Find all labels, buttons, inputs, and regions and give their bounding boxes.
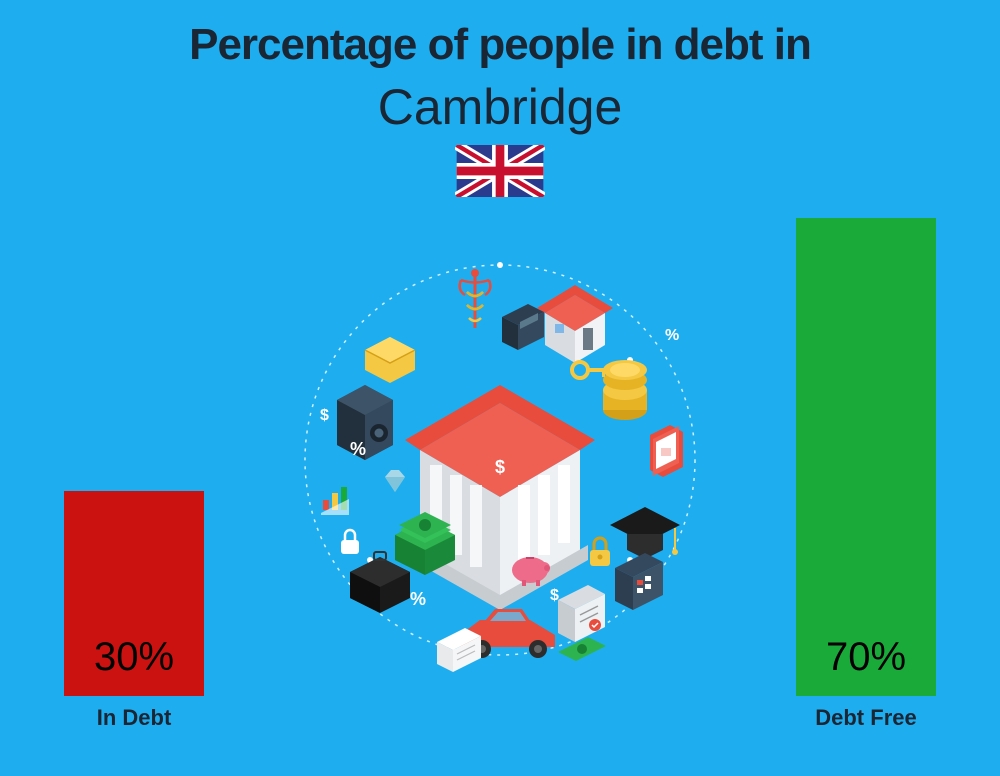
house-icon [537, 285, 613, 363]
cash-note-icon [558, 637, 606, 661]
bar-in-debt: 30% [64, 491, 204, 696]
percent-icon: % [350, 439, 366, 459]
bar-label-debt-free: Debt Free [796, 705, 936, 731]
title-line-1: Percentage of people in debt in [0, 20, 1000, 70]
key-icon [572, 362, 610, 378]
bar-rect-debt-free: 70% [796, 218, 936, 696]
diamond-icon [385, 470, 405, 492]
padlock-icon [590, 538, 610, 566]
percent-icon: % [665, 327, 679, 344]
bar-value-in-debt: 30% [64, 635, 204, 680]
mini-chart-icon [321, 487, 349, 515]
bar-label-in-debt: In Debt [64, 705, 204, 731]
bank-icon: $ [405, 385, 595, 610]
bar-rect-in-debt: 30% [64, 491, 204, 696]
calculator-icon [615, 553, 663, 610]
dark-calculator-icon [502, 304, 544, 350]
finance-icons-circle: $ [280, 240, 720, 680]
envelope-icon [365, 337, 415, 383]
uk-flag-icon [455, 145, 545, 197]
title-line-2: Cambridge [0, 78, 1000, 136]
dollar-icon: $ [550, 587, 559, 604]
clipboard-icon [558, 585, 605, 642]
bar-debt-free: 70% [796, 218, 936, 696]
dollar-icon: $ [320, 407, 329, 424]
caduceus-icon [460, 269, 491, 328]
document-icon [437, 628, 481, 672]
smartphone-icon [650, 425, 683, 477]
svg-text:$: $ [495, 457, 505, 477]
graduation-cap-icon [610, 507, 680, 559]
percent-icon: % [410, 589, 426, 609]
padlock-white-icon [341, 530, 359, 554]
bar-value-debt-free: 70% [796, 635, 936, 680]
